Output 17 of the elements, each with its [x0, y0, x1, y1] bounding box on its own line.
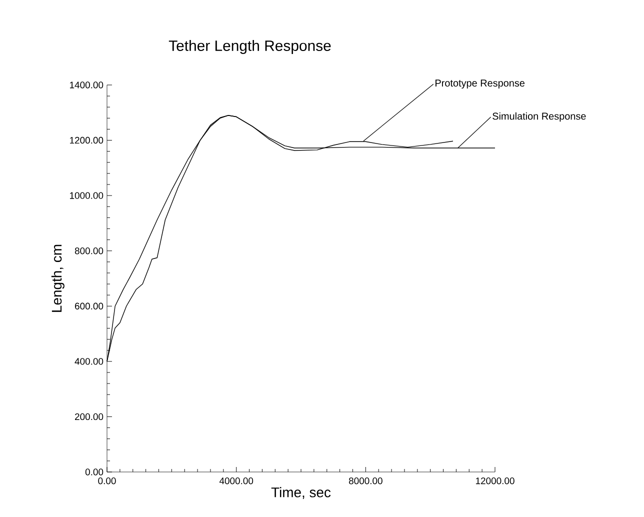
chart-title: Tether Length Response — [168, 40, 331, 54]
x-tick-label: 0.00 — [98, 477, 116, 484]
y-tick-label: 0.00 — [85, 468, 104, 476]
y-tick-label: 1400.00 — [70, 82, 104, 88]
x-axis-title: Time, sec — [271, 487, 331, 499]
y-tick-label: 1200.00 — [70, 136, 104, 144]
annotation: Prototype Response — [436, 80, 525, 89]
y-tick-label: 1000.00 — [70, 192, 104, 199]
y-axis-title: Length, cm — [51, 244, 64, 312]
x-tick-label: 12000.00 — [476, 477, 514, 484]
y-tick-label: 200.00 — [75, 413, 104, 420]
y-tick-label: 600.00 — [75, 302, 104, 310]
annotation: Simulation Response — [492, 112, 586, 122]
y-tick-label: 800.00 — [74, 247, 104, 254]
x-tick-label: 8000.00 — [348, 477, 382, 484]
y-tick-label: 400.00 — [74, 358, 104, 365]
x-tick-label: 4000.00 — [219, 477, 254, 484]
